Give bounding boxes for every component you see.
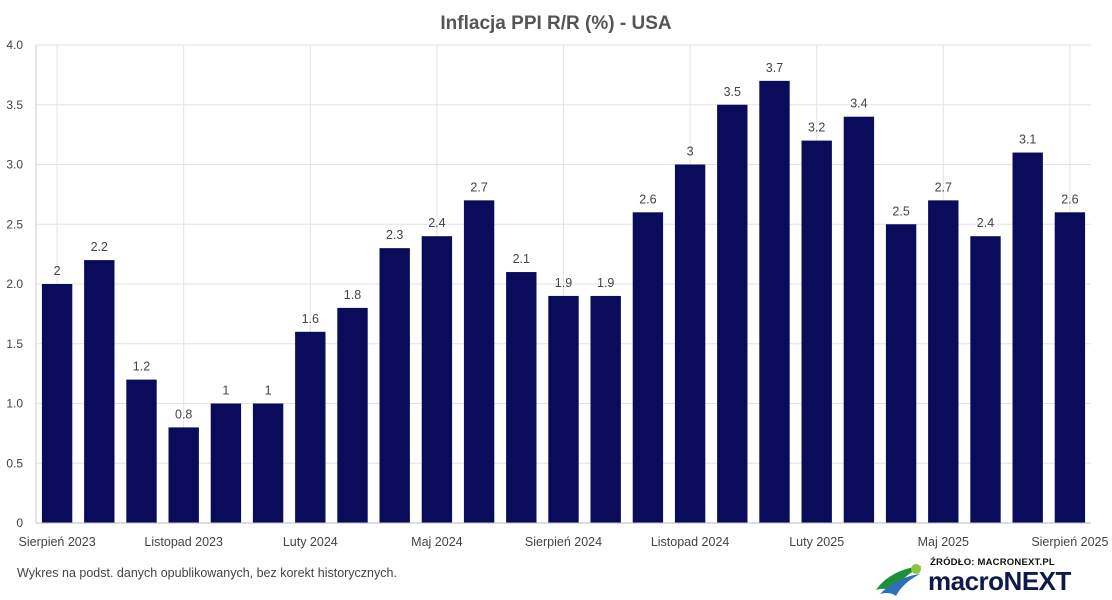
y-tick-label: 0.5 xyxy=(6,456,23,470)
data-label: 2.5 xyxy=(892,204,909,218)
logo-next: NEXT xyxy=(1003,566,1072,596)
y-tick-label: 1.5 xyxy=(6,337,23,351)
data-label: 2.3 xyxy=(386,228,403,242)
bar[interactable] xyxy=(548,295,579,523)
data-label: 1.9 xyxy=(597,276,614,290)
source-label: ŹRÓDŁO: MACRONEXT.PL xyxy=(930,557,1055,568)
data-label: 3 xyxy=(687,145,694,159)
bar[interactable] xyxy=(41,284,73,523)
data-label: 2.2 xyxy=(91,240,108,254)
bar[interactable] xyxy=(717,104,748,523)
bar[interactable] xyxy=(337,307,368,523)
bar[interactable] xyxy=(295,331,326,523)
data-label: 3.1 xyxy=(1019,133,1036,147)
bar[interactable] xyxy=(168,427,199,523)
bar[interactable] xyxy=(252,403,284,524)
data-label: 2.7 xyxy=(470,180,487,194)
data-label: 1.8 xyxy=(344,288,361,302)
bar[interactable] xyxy=(632,212,664,524)
data-label: 1 xyxy=(265,384,272,398)
data-label: 2.6 xyxy=(639,192,656,206)
bar[interactable] xyxy=(506,272,537,523)
logo-wordmark: macroNEXT xyxy=(928,566,1071,596)
y-tick-label: 2.5 xyxy=(6,217,23,231)
x-tick-label: Sierpień 2024 xyxy=(525,535,602,549)
y-tick-label: 3.5 xyxy=(6,98,23,112)
bars-layer xyxy=(41,80,1086,524)
logo-macro: macro xyxy=(928,566,1004,596)
data-label: 1 xyxy=(222,384,229,398)
data-label: 1.9 xyxy=(555,276,572,290)
y-tick-label: 4.0 xyxy=(6,38,23,52)
data-label: 2.1 xyxy=(513,252,530,266)
data-label: 1.2 xyxy=(133,360,150,374)
data-label: 0.8 xyxy=(175,407,192,421)
y-tick-label: 2.0 xyxy=(6,277,23,291)
bar[interactable] xyxy=(759,80,790,523)
axis-layer: 0 0.5 1.0 1.5 2.0 2.5 3.0 3.5 4.0 Sierpień 2023 Li… xyxy=(6,38,1108,549)
x-tick-label: Sierpień 2023 xyxy=(19,535,96,549)
y-tick-label: 1.0 xyxy=(6,397,23,411)
x-tick-label: Sierpień 2025 xyxy=(1031,535,1108,549)
x-tick-label: Luty 2025 xyxy=(789,535,844,549)
data-label: 3.4 xyxy=(850,97,867,111)
bar[interactable] xyxy=(970,236,1001,523)
bar[interactable] xyxy=(928,200,959,523)
macronext-logo: ŹRÓDŁO: MACRONEXT.PL macroNEXT xyxy=(872,556,1094,600)
data-label: 1.6 xyxy=(302,312,319,326)
bar[interactable] xyxy=(126,379,157,523)
footnote: Wykres na podst. danych opublikowanych, … xyxy=(17,566,397,580)
x-tick-label: Listopad 2024 xyxy=(651,535,730,549)
data-label: 3.7 xyxy=(766,61,783,75)
bar[interactable] xyxy=(843,116,875,523)
x-tick-label: Maj 2024 xyxy=(411,535,462,549)
bar[interactable] xyxy=(801,140,832,523)
chart-title: Inflacja PPI R/R (%) - USA xyxy=(440,13,671,34)
bar[interactable] xyxy=(463,200,495,523)
labels-layer: 2 2.2 1.2 0.8 1 1 1.6 1.8 2.3 2.4 2.7 2.1 1.9 1.9 2.6 3… xyxy=(54,61,1079,422)
y-tick-label: 3.0 xyxy=(6,158,23,172)
data-label: 2.4 xyxy=(428,216,445,230)
y-tick-label: 0 xyxy=(16,516,23,530)
data-label: 2.4 xyxy=(977,216,994,230)
x-tick-label: Listopad 2023 xyxy=(144,535,223,549)
bar[interactable] xyxy=(1012,152,1043,524)
bar[interactable] xyxy=(421,236,453,523)
bar[interactable] xyxy=(1054,212,1086,524)
data-label: 3.5 xyxy=(724,85,741,99)
x-tick-label: Maj 2025 xyxy=(918,535,969,549)
data-label: 2.6 xyxy=(1061,192,1078,206)
bar[interactable] xyxy=(590,295,621,523)
data-label: 2 xyxy=(54,264,61,278)
data-label: 2.7 xyxy=(935,180,952,194)
bar[interactable] xyxy=(885,224,917,523)
macronext-swoosh-icon xyxy=(876,564,922,596)
bar[interactable] xyxy=(210,403,242,524)
bar[interactable] xyxy=(674,164,706,524)
data-label: 3.2 xyxy=(808,121,825,135)
bar[interactable] xyxy=(379,248,410,523)
x-tick-label: Luty 2024 xyxy=(283,535,338,549)
bar[interactable] xyxy=(84,260,115,523)
